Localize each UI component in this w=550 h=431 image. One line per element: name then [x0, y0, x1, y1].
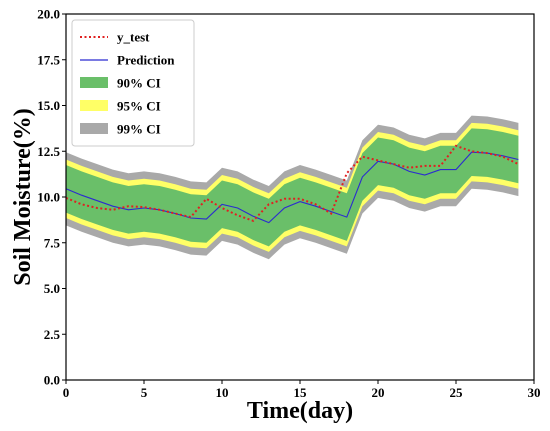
y-tick-label: 17.5 — [37, 52, 60, 67]
y-tick-label: 2.5 — [44, 327, 61, 342]
legend: y_test Prediction 90% CI 95% CI 99% CI — [71, 19, 195, 147]
y-axis-title: Soil Moisture(%) — [10, 108, 36, 286]
x-tick-label: 25 — [450, 385, 464, 400]
y-tick-label: 15.0 — [37, 98, 60, 113]
y-tick-label: 0.0 — [44, 373, 60, 388]
x-tick-label: 30 — [528, 385, 541, 400]
x-axis-title: Time(day) — [247, 398, 353, 424]
y-tick-label: 10.0 — [37, 190, 60, 205]
line-y-test — [65, 144, 519, 222]
y-tick-label: 5.0 — [44, 281, 60, 296]
x-tick-label: 15 — [294, 385, 308, 400]
legend-label-prediction: Prediction — [117, 53, 175, 68]
legend-swatch-95-ci — [80, 100, 108, 111]
band-90-ci — [66, 128, 519, 247]
line-prediction — [65, 151, 519, 224]
y-tick-label: 20.0 — [37, 7, 60, 22]
legend-label-95-ci: 95% CI — [117, 99, 161, 114]
legend-label-y-test: y_test — [117, 30, 150, 45]
legend-swatch-99-ci — [80, 123, 108, 134]
y-tick-label: 7.5 — [44, 235, 61, 250]
legend-label-99-ci: 99% CI — [117, 122, 161, 137]
legend-label-90-ci: 90% CI — [117, 76, 161, 91]
x-tick-label: 0 — [63, 385, 70, 400]
legend-swatch-90-ci — [80, 77, 108, 88]
x-tick-label: 10 — [216, 385, 229, 400]
x-tick-label: 20 — [372, 385, 385, 400]
y-tick-label: 12.5 — [37, 144, 60, 159]
x-tick-label: 5 — [141, 385, 148, 400]
series-lines — [65, 144, 519, 224]
ticks: 0 5 10 15 20 25 30 0.0 2.5 5.0 7.5 10.0 12.5 15.0 17.5… — [37, 7, 540, 401]
legend-box — [71, 19, 195, 147]
confidence-bands — [66, 115, 519, 260]
